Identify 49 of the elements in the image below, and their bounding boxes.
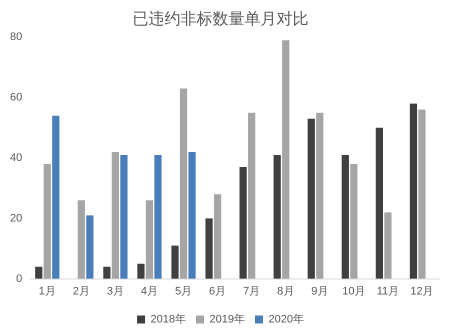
bar [274, 154, 281, 279]
bar [384, 212, 392, 279]
y-tick-label: 80 [10, 31, 22, 44]
bar [188, 152, 196, 279]
x-tick-label: 8月 [277, 285, 294, 298]
bar [44, 164, 51, 279]
x-tick-label: 10月 [342, 285, 366, 298]
legend-label: 2018年 [150, 314, 186, 326]
x-tick-label: 4月 [140, 285, 158, 298]
bar [316, 112, 324, 279]
bar [376, 128, 384, 279]
bar [86, 215, 94, 279]
y-tick-label: 40 [10, 152, 22, 164]
x-tick-label: 7月 [243, 285, 260, 298]
bar [146, 200, 154, 279]
bar [154, 154, 162, 279]
x-tick-label: 6月 [209, 285, 226, 298]
x-tick-label: 3月 [106, 285, 124, 298]
bar [240, 167, 247, 279]
y-tick-label: 20 [10, 212, 22, 224]
bar [282, 40, 290, 279]
bar [180, 88, 188, 279]
legend-label: 2019年 [210, 314, 245, 326]
x-tick-label: 2月 [72, 285, 90, 298]
x-tick-label: 5月 [174, 285, 192, 298]
bar [410, 104, 418, 279]
y-tick-label: 60 [10, 92, 22, 104]
bar [52, 116, 60, 279]
bar [214, 194, 222, 279]
x-tick-label: 9月 [311, 285, 328, 298]
bar [103, 266, 110, 279]
x-tick-label: 11月 [376, 285, 400, 298]
bar [137, 264, 145, 279]
x-tick-label: 12月 [410, 285, 434, 298]
bar [171, 246, 179, 279]
bar [120, 154, 128, 279]
bar [205, 218, 213, 279]
bar [248, 112, 256, 279]
legend-label: 2020年 [268, 314, 304, 326]
chart-title: 已违约非标数量单月对比 [132, 10, 308, 28]
bar [342, 154, 349, 279]
x-tick-label: 1月 [38, 285, 56, 298]
bar [112, 152, 120, 279]
bar [418, 110, 426, 279]
bar [308, 118, 315, 279]
bar [35, 266, 42, 279]
bar [350, 164, 358, 279]
bar [78, 200, 85, 279]
y-tick-label: 0 [16, 272, 22, 285]
